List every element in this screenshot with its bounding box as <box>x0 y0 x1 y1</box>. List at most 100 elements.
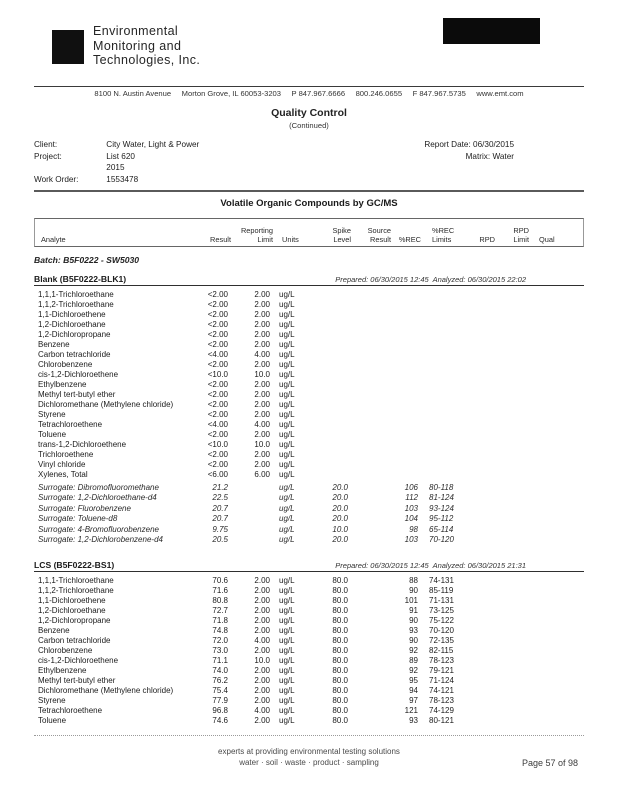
cell-analyte: Surrogate: Toluene-d8 <box>38 514 118 524</box>
table-row: cis-1,2-Dichloroethene 71.1 10.0 ug/L 80.0 89… <box>34 656 584 666</box>
cell-rpd_limit <box>492 370 526 380</box>
company-name-line3: Technologies, Inc. <box>93 53 201 67</box>
cell-rec <box>388 300 418 310</box>
letterhead: Environmental Monitoring and Technologie… <box>0 0 618 86</box>
cell-source_result <box>348 460 388 470</box>
cell-result: <2.00 <box>207 320 228 329</box>
cell-source_result <box>348 535 388 545</box>
cell-reporting_limit: 2.00 <box>254 290 270 299</box>
cell-rpd_limit <box>492 380 526 390</box>
cell-rec_limits: 73-125 <box>429 606 454 616</box>
cell-reporting_limit: 2.00 <box>254 320 270 329</box>
cell-qual <box>526 686 584 696</box>
cell-result: <2.00 <box>207 310 228 319</box>
cell-analyte: Toluene <box>38 430 67 439</box>
blank-surrogate-rows: Surrogate: Dibromofluoromethane 21.2 ug/L 2… <box>34 483 584 545</box>
cell-reporting_limit: 2.00 <box>254 616 270 626</box>
cell-source_result <box>348 370 388 380</box>
cell-source_result <box>348 616 388 626</box>
cell-qual <box>526 350 584 360</box>
cell-source_result <box>348 290 388 300</box>
cell-result: <10.0 <box>207 440 228 449</box>
cell-qual <box>526 400 584 410</box>
cell-result: <2.00 <box>207 290 228 299</box>
cell-analyte: Benzene <box>38 340 70 349</box>
cell-spike_level <box>306 350 348 360</box>
matrix-value: Water <box>492 151 514 161</box>
client-row: Client: City Water, Light & Power <box>34 139 584 151</box>
cell-analyte: trans-1,2-Dichloroethene <box>38 440 127 449</box>
cell-rpd <box>466 514 492 524</box>
cell-reporting_limit <box>228 483 270 493</box>
cell-units: ug/L <box>279 716 295 726</box>
cell-units: ug/L <box>279 410 295 419</box>
cell-reporting_limit: 2.00 <box>254 606 270 616</box>
cell-rpd <box>466 504 492 514</box>
cell-reporting_limit: 2.00 <box>254 576 270 586</box>
cell-rec_limits: 70-120 <box>429 626 454 636</box>
cell-result: <2.00 <box>207 430 228 439</box>
cell-rpd_limit <box>492 666 526 676</box>
cell-qual <box>526 716 584 726</box>
cell-result: 71.6 <box>212 586 228 596</box>
cell-source_result <box>348 410 388 420</box>
cell-source_result <box>348 676 388 686</box>
cell-result: <2.00 <box>207 300 228 309</box>
table-row: 1,2-Dichloropropane 71.8 2.00 ug/L 80.0 90 75-… <box>34 616 584 626</box>
cell-analyte: Toluene <box>38 716 67 726</box>
cell-analyte: Surrogate: Dibromofluoromethane <box>38 483 159 492</box>
cell-rpd_limit <box>492 696 526 706</box>
cell-rec <box>388 290 418 300</box>
cell-rec_limits <box>418 470 466 480</box>
cell-units: ug/L <box>279 503 295 513</box>
cell-source_result <box>348 450 388 460</box>
cell-source_result <box>348 646 388 656</box>
project-value-line2: 2015 <box>106 163 125 172</box>
cell-spike_level <box>306 320 348 330</box>
cell-rpd_limit <box>492 586 526 596</box>
table-row: 1,2-Dichloropropane <2.00 2.00 ug/L <box>34 330 584 340</box>
cell-reporting_limit: 10.0 <box>254 370 270 379</box>
page-footer: experts at providing environmental testi… <box>0 735 618 768</box>
cell-reporting_limit: 2.00 <box>254 430 270 439</box>
cell-rec: 88 <box>409 576 418 586</box>
cell-rec <box>388 350 418 360</box>
table-row: Tetrachloroethene 96.8 4.00 ug/L 80.0 121 74-1… <box>34 706 584 716</box>
cell-rec_limits <box>418 370 466 380</box>
column-header-rpd_limit: RPD Limit <box>513 227 529 244</box>
cell-units: ug/L <box>279 616 295 626</box>
project-value: List 620 <box>106 151 135 161</box>
page-title: Quality Control <box>271 107 347 119</box>
table-row: 1,1,2-Trichloroethane 71.6 2.00 ug/L 80.0 90 8… <box>34 586 584 596</box>
cell-qual <box>526 636 584 646</box>
cell-result: <10.0 <box>207 370 228 379</box>
cell-rec: 90 <box>409 636 418 646</box>
cell-rpd_limit <box>492 420 526 430</box>
column-header-result: Result <box>210 235 231 244</box>
cell-qual <box>526 646 584 656</box>
cell-source_result <box>348 504 388 514</box>
cell-result: <2.00 <box>207 340 228 349</box>
column-header-spike_level: Spike Level <box>332 227 352 244</box>
cell-units: ug/L <box>279 380 295 389</box>
cell-analyte: 1,1,1-Trichloroethane <box>38 576 114 586</box>
cell-analyte: Methyl tert-butyl ether <box>38 390 116 399</box>
cell-rpd_limit <box>492 390 526 400</box>
cell-qual <box>526 525 584 535</box>
cell-rec_limits <box>418 420 466 430</box>
cell-reporting_limit: 2.00 <box>254 460 270 469</box>
cell-reporting_limit: 2.00 <box>254 450 270 459</box>
cell-rec_limits: 78-123 <box>429 656 454 666</box>
cell-qual <box>526 535 584 545</box>
cell-analyte: cis-1,2-Dichloroethene <box>38 656 119 666</box>
cell-analyte: cis-1,2-Dichloroethene <box>38 370 119 379</box>
cell-source_result <box>348 576 388 586</box>
cell-units: ug/L <box>279 330 295 339</box>
cell-analyte: Surrogate: 1,2-Dichlorobenzene-d4 <box>38 535 163 545</box>
cell-rec: 98 <box>409 524 418 534</box>
cell-rpd <box>466 340 492 350</box>
cell-analyte: Vinyl chloride <box>38 460 86 469</box>
cell-reporting_limit: 2.00 <box>254 300 270 309</box>
company-name-line1: Environmental <box>93 24 179 38</box>
